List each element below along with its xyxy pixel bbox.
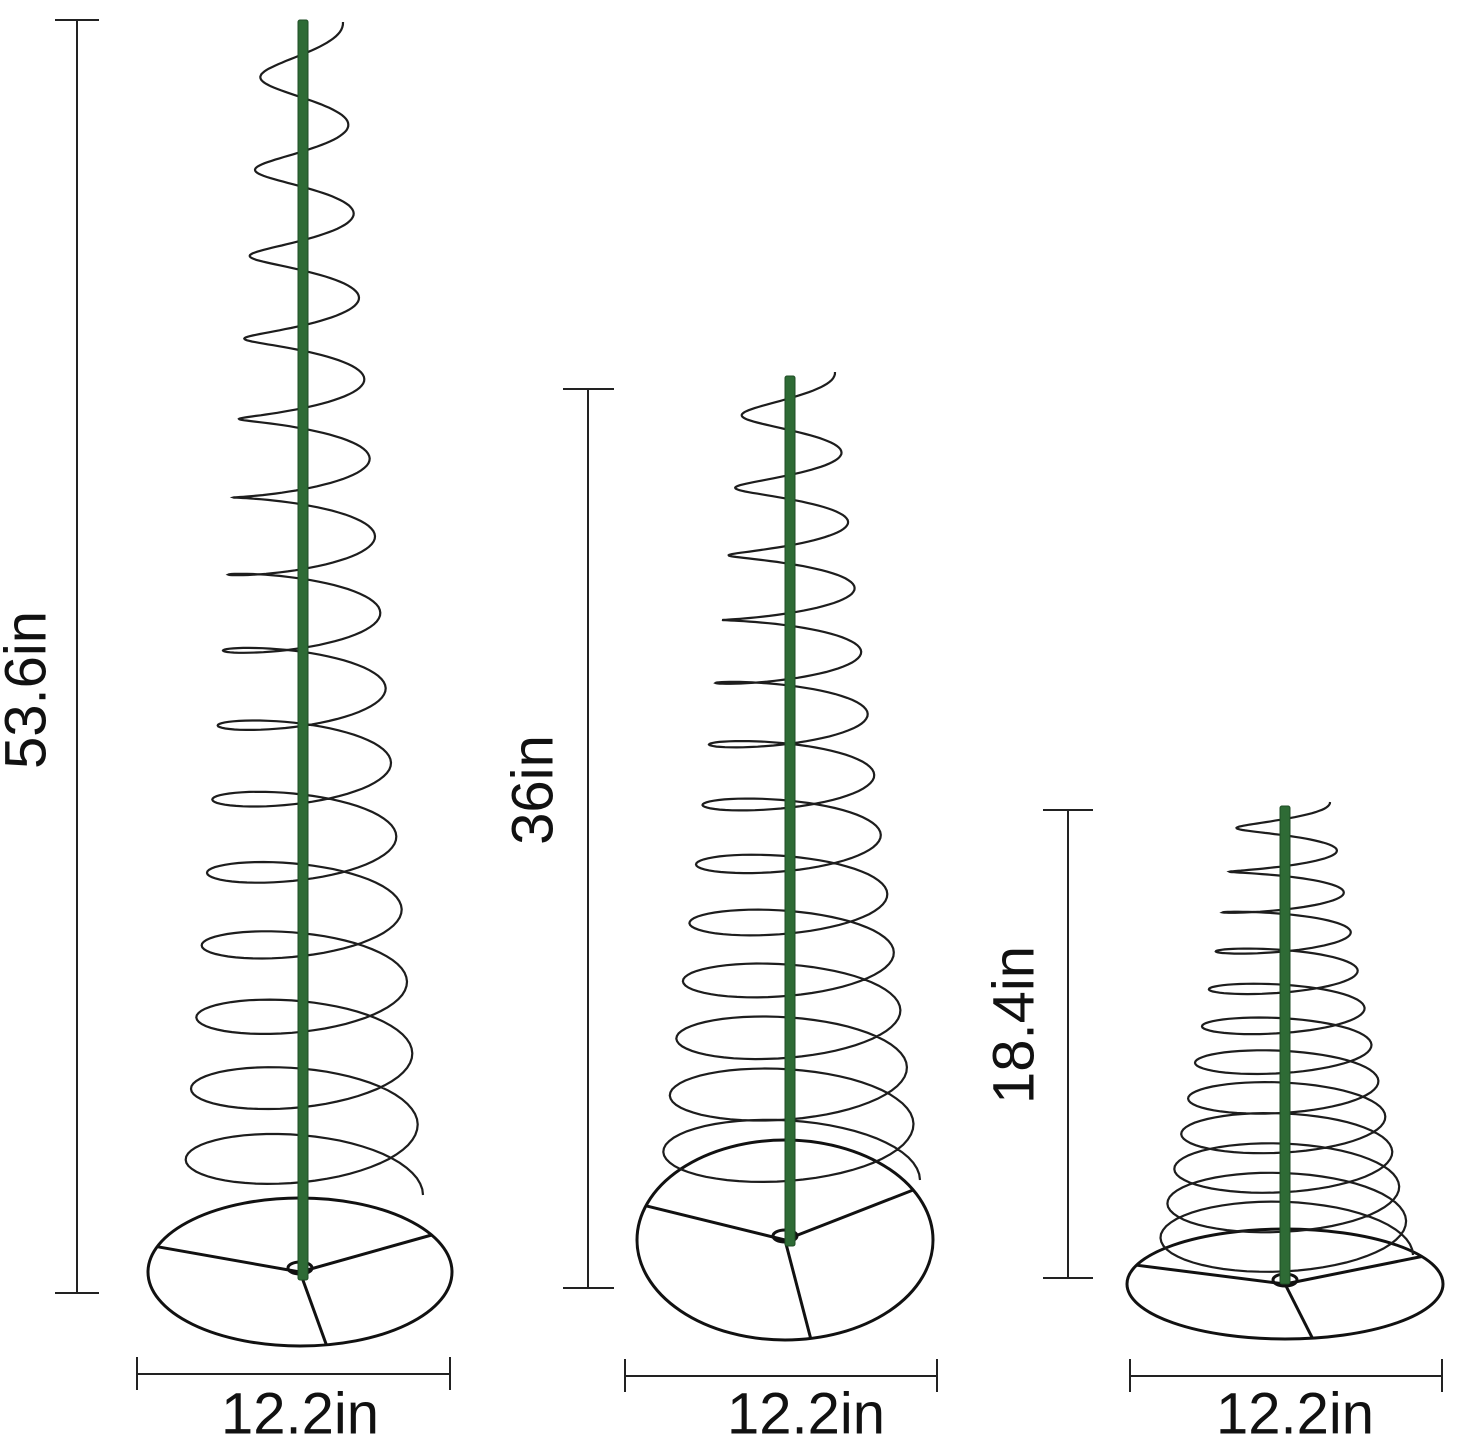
width-label: 12.2in (727, 1381, 885, 1444)
base-spoke (299, 1233, 433, 1274)
base-spoke (1283, 1283, 1314, 1339)
base-spoke (1136, 1263, 1286, 1286)
spiral-wire (1159, 801, 1415, 1273)
height-label: 18.4in (981, 946, 1046, 1104)
base-spoke (645, 1204, 786, 1242)
height-label: 36in (500, 735, 565, 845)
width-label: 12.2in (221, 1381, 379, 1444)
support-pole (297, 19, 309, 1281)
base-spoke (1284, 1255, 1423, 1286)
spiral-wire (662, 371, 922, 1184)
support-pole (784, 375, 796, 1247)
base-spoke (298, 1271, 328, 1346)
width-label: 12.2in (1216, 1381, 1374, 1444)
trellis-art (146, 19, 1445, 1348)
support-pole (1279, 805, 1291, 1285)
base-spoke (784, 1188, 914, 1242)
dimension-lines (55, 19, 1443, 1392)
height-label: 53.6in (0, 611, 58, 769)
base-spoke (156, 1245, 301, 1274)
spiral-wire (184, 21, 425, 1196)
base-spoke (783, 1239, 813, 1339)
